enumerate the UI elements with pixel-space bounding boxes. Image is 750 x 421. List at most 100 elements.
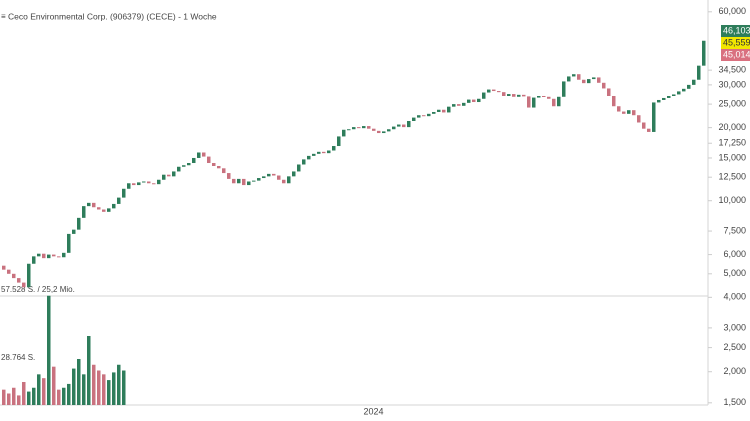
chart-title: Ceco Environmental Corp. (906379) (CECE)… — [8, 11, 217, 21]
candle-body — [37, 253, 41, 257]
candle-body — [27, 263, 31, 288]
candle-body — [682, 88, 686, 92]
candle-body — [87, 202, 91, 207]
candle-body — [42, 253, 46, 259]
candle-body — [367, 126, 371, 129]
candle-body — [227, 173, 231, 179]
candle-body — [487, 89, 491, 93]
candle-body — [502, 92, 506, 96]
y-tick-label: 5,000 — [723, 268, 746, 278]
candle-body — [322, 151, 326, 154]
candle-body — [412, 117, 416, 121]
volume-bar — [42, 378, 46, 405]
candle-body — [457, 104, 461, 106]
candle-body — [162, 174, 166, 180]
volume-bar — [67, 383, 71, 405]
candle-body — [122, 188, 126, 198]
candle-body — [347, 129, 351, 131]
volume-axis-label: 2,500 — [723, 342, 746, 352]
candle-body — [657, 99, 661, 103]
volume-bar — [112, 372, 116, 405]
candle-body — [192, 157, 196, 164]
candle-body — [467, 99, 471, 103]
candle-body — [462, 102, 466, 106]
candle-body — [272, 173, 276, 176]
candle-body — [557, 96, 561, 107]
candle-body — [427, 113, 431, 117]
candle-body — [592, 77, 596, 80]
candle-body — [397, 124, 401, 127]
y-tick-label: 17,250 — [718, 138, 746, 148]
candle-body — [292, 171, 296, 177]
candle-body — [452, 104, 456, 107]
candle-body — [327, 150, 331, 154]
volume-bar — [2, 389, 6, 405]
candle-body — [32, 256, 36, 264]
candle-body — [672, 94, 676, 96]
candle-body — [262, 176, 266, 179]
volume-bar — [17, 395, 21, 405]
candle-body — [77, 217, 81, 230]
candle-body — [12, 273, 16, 279]
candle-body — [232, 178, 236, 184]
candle-body — [637, 115, 641, 123]
candle-body — [687, 84, 691, 89]
volume-bar — [72, 368, 76, 405]
candle-body — [522, 94, 526, 97]
volume-bar — [62, 387, 66, 405]
candle-body — [572, 74, 576, 77]
candle-body — [352, 127, 356, 130]
candle-body — [517, 94, 521, 97]
candle-body — [472, 99, 476, 103]
volume-bar — [117, 364, 121, 405]
y-tick-label: 30,000 — [718, 79, 746, 89]
candle-body — [152, 183, 156, 185]
candle-body — [187, 163, 191, 166]
candle-body — [177, 166, 181, 172]
volume-axis-label: 3,000 — [723, 322, 746, 332]
candle-body — [512, 94, 516, 97]
candle-body — [67, 233, 71, 253]
candle-body — [532, 97, 536, 108]
y-tick-label: 4,000 — [723, 292, 746, 302]
candle-body — [172, 171, 176, 177]
candle-body — [492, 89, 496, 92]
menu-icon[interactable]: ≡ — [1, 12, 6, 21]
candle-body — [607, 88, 611, 96]
candle-body — [97, 207, 101, 210]
candle-body — [317, 151, 321, 154]
y-tick-label: 12,500 — [718, 172, 746, 182]
candle-body — [72, 229, 76, 234]
candle-body — [442, 109, 446, 113]
candle-body — [332, 146, 336, 151]
candle-body — [582, 79, 586, 84]
candle-body — [312, 153, 316, 156]
candle-body — [632, 110, 636, 116]
candle-body — [197, 152, 201, 158]
candle-body — [242, 178, 246, 186]
price-label: 46,103 — [723, 25, 750, 35]
candle-body — [277, 175, 281, 180]
volume-bar — [27, 391, 31, 405]
candle-body — [597, 77, 601, 83]
volume-bar — [57, 389, 61, 405]
volume-bar — [47, 295, 51, 405]
candle-body — [127, 183, 131, 189]
candle-body — [297, 164, 301, 172]
candle-body — [417, 115, 421, 118]
candle-body — [447, 106, 451, 113]
candle-body — [337, 136, 341, 147]
candle-body — [382, 131, 386, 134]
candle-body — [477, 98, 481, 103]
candle-body — [692, 79, 696, 85]
candle-body — [497, 91, 501, 93]
candle-body — [662, 97, 666, 100]
candle-body — [422, 115, 426, 117]
candle-body — [527, 96, 531, 108]
candle-body — [207, 156, 211, 164]
y-tick-label: 15,000 — [718, 152, 746, 162]
candle-body — [112, 203, 116, 209]
candle-body — [237, 178, 241, 184]
candle-body — [652, 102, 656, 132]
